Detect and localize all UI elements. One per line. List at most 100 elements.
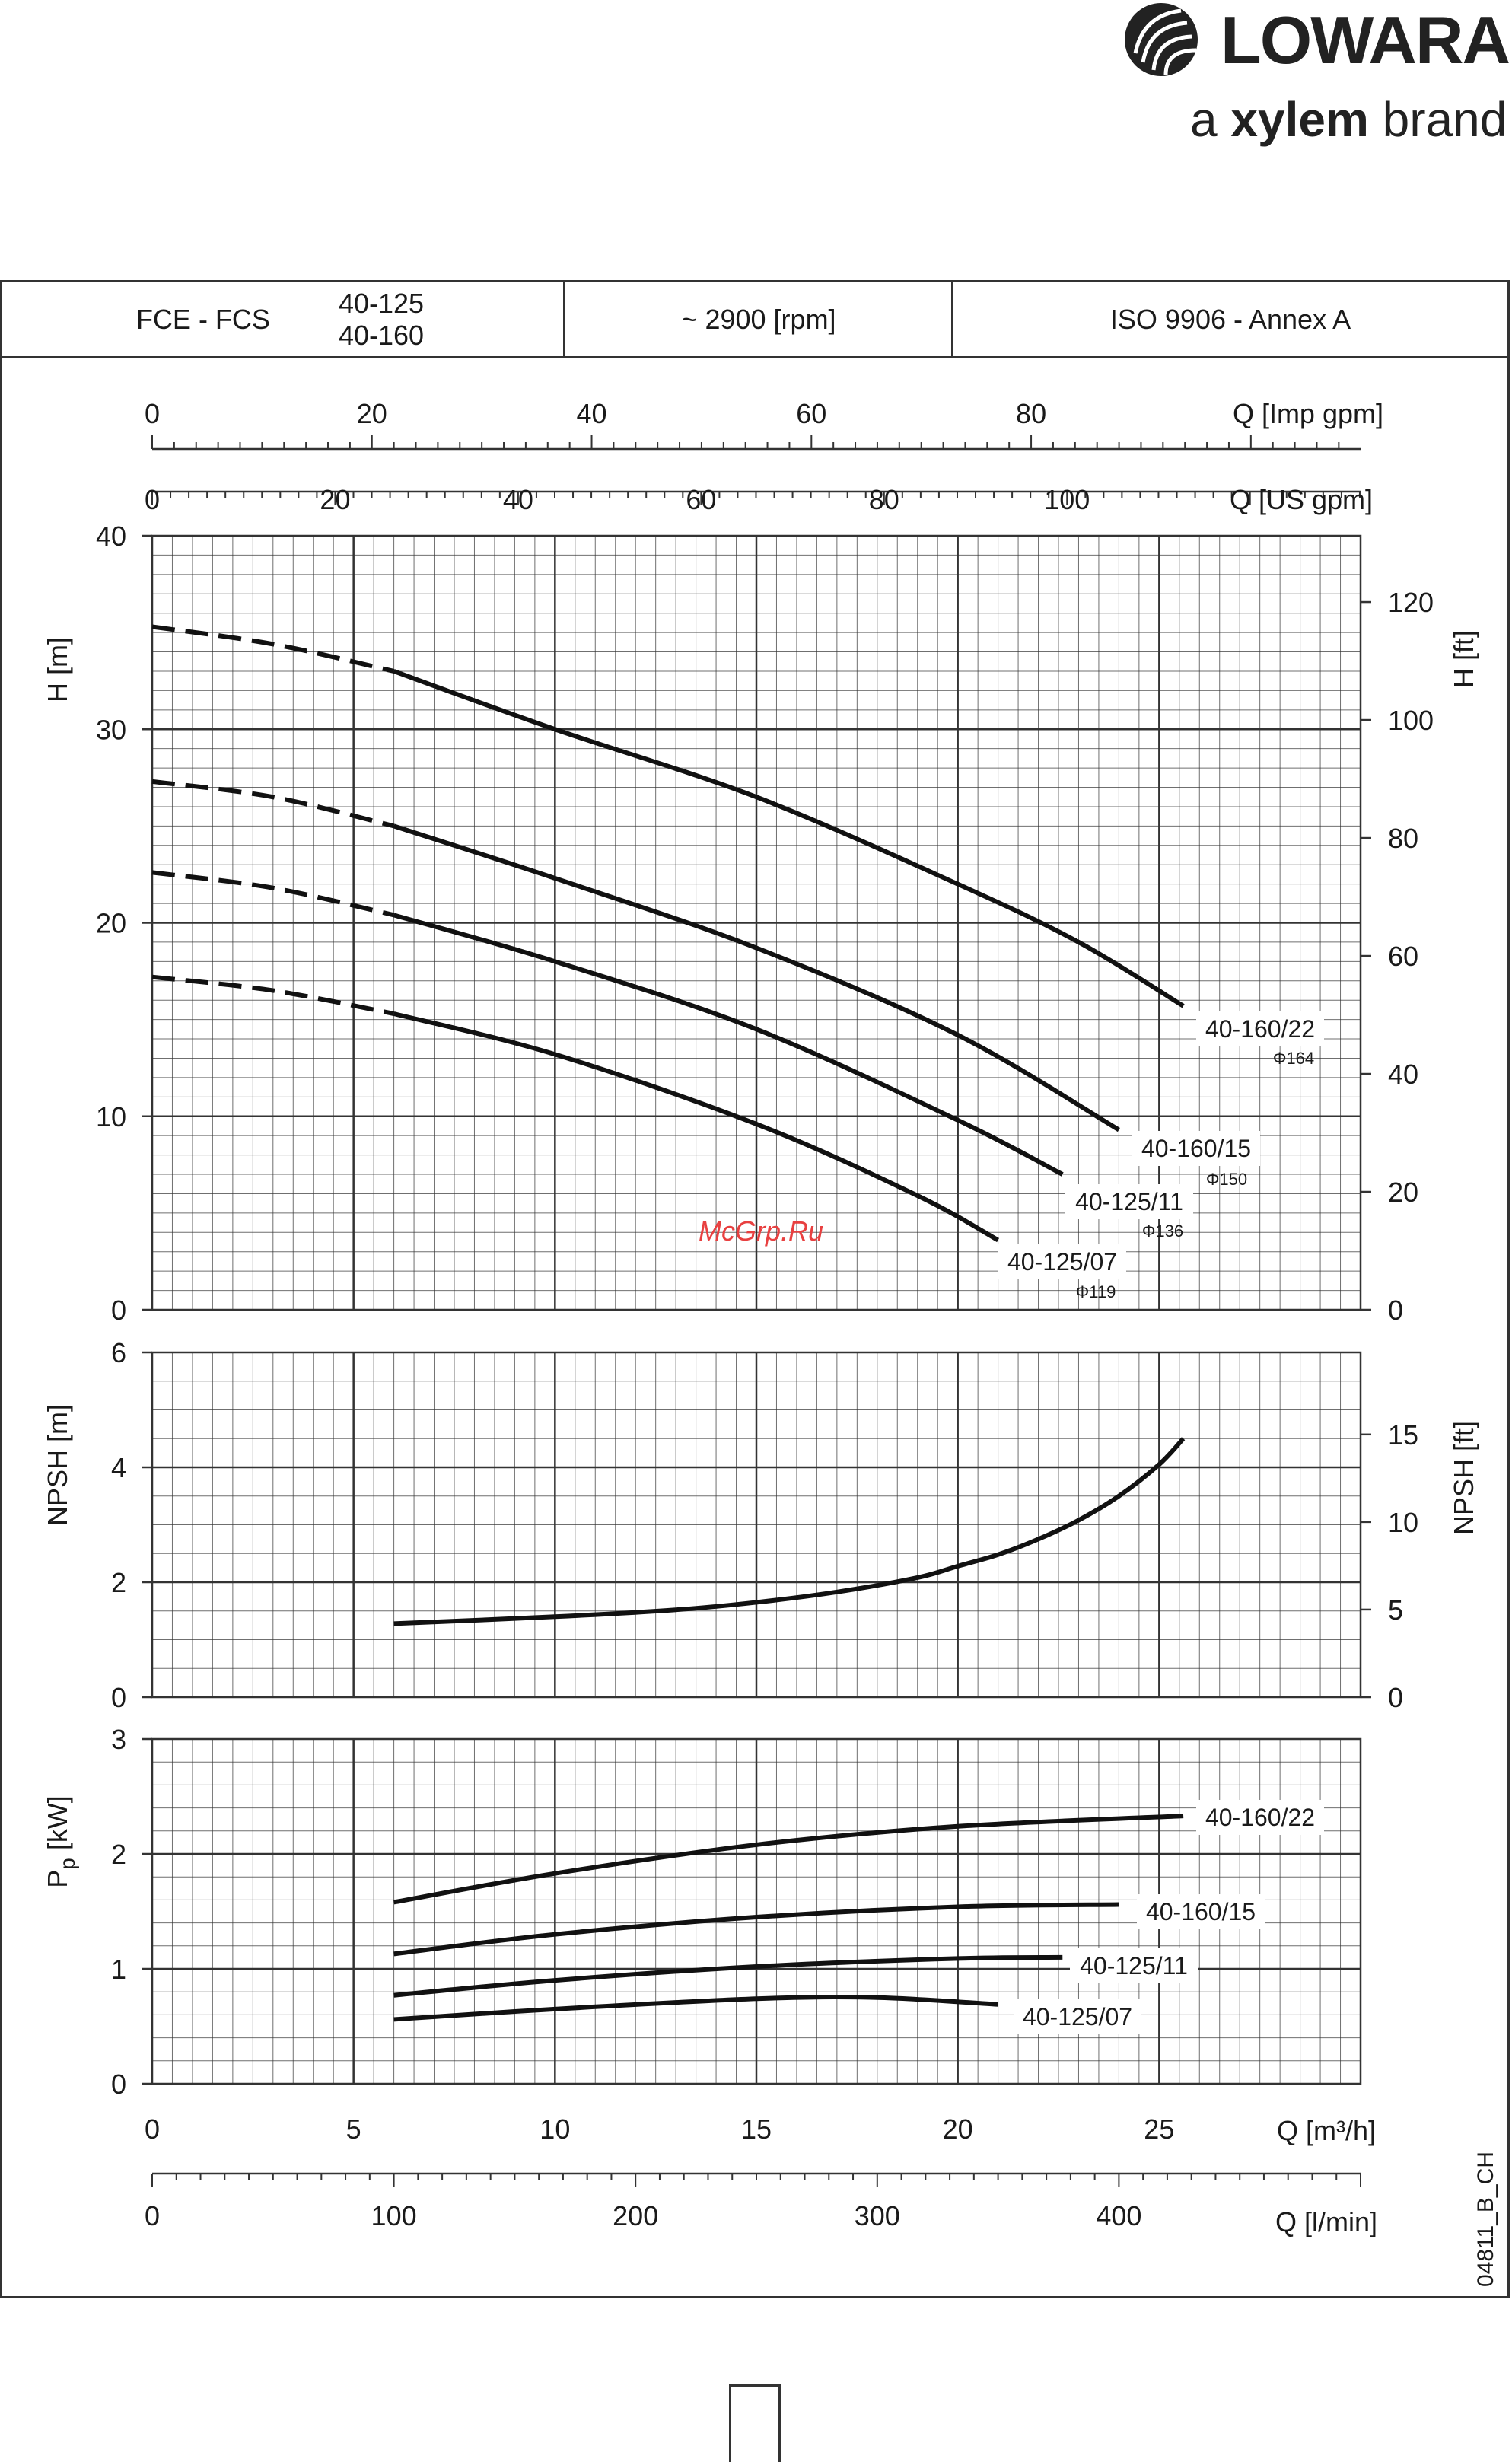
lmin-tick-label: 400 bbox=[1096, 2200, 1141, 2231]
curve-dashed-0 bbox=[151, 624, 395, 674]
head-curve-label-bg bbox=[1132, 1131, 1260, 1166]
y-axis-label-sub: p bbox=[56, 1858, 79, 1870]
head-curve-label-bg bbox=[1065, 1184, 1193, 1219]
curve-0 bbox=[393, 1437, 1186, 1626]
header-models: 40-125 40-160 bbox=[339, 288, 424, 352]
impeller-diameter-label: Φ136 bbox=[1142, 1221, 1183, 1241]
curve-3 bbox=[393, 1011, 1000, 1243]
y-axis-label-unit: [kW] bbox=[42, 1795, 73, 1858]
lmin-tick-label: 0 bbox=[145, 2200, 160, 2231]
us-gpm-tick-label: 100 bbox=[1044, 484, 1090, 515]
y-tick-label: 3 bbox=[111, 1724, 126, 1755]
us-gpm-tick-label: 80 bbox=[869, 484, 899, 515]
header-series: FCE - FCS bbox=[135, 303, 270, 335]
y-tick-label: 0 bbox=[111, 1682, 126, 1713]
tagline-prefix: a bbox=[1190, 92, 1218, 147]
y-right-tick-label: 10 bbox=[1388, 1507, 1418, 1538]
curve-3 bbox=[393, 1995, 998, 2022]
tagline-suffix: brand bbox=[1382, 92, 1507, 147]
lmin-axis-label: Q [l/min] bbox=[1275, 2206, 1377, 2237]
y-right-tick-label: 120 bbox=[1388, 587, 1434, 618]
x-tick-label: 5 bbox=[346, 2113, 361, 2145]
tagline-brand: xylem bbox=[1230, 92, 1369, 147]
y-axis-label: NPSH [m] bbox=[42, 1404, 73, 1526]
impeller-diameter-label: Φ150 bbox=[1206, 1170, 1247, 1189]
x-tick-label: 20 bbox=[943, 2113, 973, 2145]
imp-gpm-axis-label: Q [Imp gpm] bbox=[1233, 398, 1383, 429]
header-model: 40-125 bbox=[338, 287, 425, 319]
doc-code: 04811_B_CH bbox=[1473, 2151, 1498, 2287]
chart-panel-2 bbox=[142, 1351, 1371, 1699]
chart-panel-3 bbox=[142, 1737, 1362, 2085]
head-curve-label-bg bbox=[998, 1244, 1126, 1279]
header-series-cell: FCE - FCS 40-125 40-160 bbox=[2, 282, 558, 356]
page-tab bbox=[729, 2384, 781, 2462]
head-curve-label-bg bbox=[1196, 1011, 1324, 1046]
us-gpm-axis-label: Q [US gpm] bbox=[1230, 484, 1373, 515]
x-tick-label: 10 bbox=[540, 2113, 570, 2145]
curve-0 bbox=[393, 1814, 1184, 1905]
watermark: McGrp.Ru bbox=[699, 1215, 823, 1247]
x-tick-label: 15 bbox=[741, 2113, 772, 2145]
power-curve-label: 40-125/07 bbox=[1023, 2003, 1132, 2030]
y-tick-label: 2 bbox=[111, 1567, 126, 1598]
x-axis-label: Q [m³/h] bbox=[1277, 2115, 1376, 2146]
head-curve-label: 40-160/15 bbox=[1141, 1135, 1251, 1162]
y-right-tick-label: 0 bbox=[1388, 1295, 1403, 1326]
y-tick-label: 1 bbox=[111, 1954, 126, 1985]
y-axis-label-main: P bbox=[42, 1870, 73, 1888]
y-axis-label: H [m] bbox=[42, 637, 73, 702]
imp-gpm-tick-label: 80 bbox=[1016, 398, 1046, 429]
imp-gpm-tick-label: 0 bbox=[145, 398, 160, 429]
y-tick-label: 6 bbox=[111, 1337, 126, 1368]
header-speed: ~ 2900 [rpm] bbox=[681, 303, 836, 335]
datasheet-header: FCE - FCS 40-125 40-160 ~ 2900 [rpm] ISO… bbox=[2, 282, 1507, 358]
y-right-tick-label: 40 bbox=[1388, 1059, 1418, 1090]
y-tick-label: 20 bbox=[96, 908, 126, 939]
power-curve-label: 40-125/11 bbox=[1080, 1952, 1188, 1979]
lmin-tick-label: 200 bbox=[613, 2200, 658, 2231]
y-right-tick-label: 5 bbox=[1388, 1594, 1403, 1626]
power-curve-label-bg bbox=[1137, 1894, 1265, 1929]
power-curve-label-bg bbox=[1196, 1800, 1324, 1835]
y-right-tick-label: 100 bbox=[1388, 705, 1434, 736]
curve-1 bbox=[393, 1902, 1119, 1957]
impeller-diameter-label: Φ164 bbox=[1273, 1049, 1314, 1068]
impeller-diameter-label: Φ119 bbox=[1076, 1282, 1116, 1301]
power-curve-label-bg bbox=[1070, 1948, 1198, 1983]
head-curve-label: 40-125/11 bbox=[1075, 1188, 1183, 1215]
y-tick-label: 4 bbox=[111, 1452, 126, 1483]
curve-1 bbox=[393, 823, 1120, 1132]
imp-gpm-tick-label: 20 bbox=[357, 398, 387, 429]
imp-gpm-tick-label: 40 bbox=[577, 398, 607, 429]
datasheet-frame: FCE - FCS 40-125 40-160 ~ 2900 [rpm] ISO… bbox=[0, 280, 1510, 2298]
lmin-tick-label: 300 bbox=[855, 2200, 900, 2231]
y-tick-label: 10 bbox=[96, 1101, 126, 1132]
lowara-swirl-icon bbox=[1125, 3, 1198, 76]
y-right-axis-label: NPSH [ft] bbox=[1448, 1421, 1479, 1535]
y-tick-label: 0 bbox=[111, 2069, 126, 2100]
brand-logo: LOWARA a xylem brand bbox=[1111, 0, 1512, 160]
curve-dashed-2 bbox=[151, 870, 395, 918]
curve-2 bbox=[393, 1954, 1063, 1998]
power-curve-label: 40-160/15 bbox=[1146, 1898, 1256, 1925]
brand-tagline: a xylem brand bbox=[1190, 91, 1507, 148]
lmin-tick-label: 100 bbox=[371, 2200, 417, 2231]
y-tick-label: 30 bbox=[96, 714, 126, 745]
power-curve-label: 40-160/22 bbox=[1205, 1804, 1315, 1831]
curve-dashed-3 bbox=[151, 974, 395, 1016]
y-right-tick-label: 15 bbox=[1388, 1419, 1418, 1451]
y-axis-label: Pp [kW] bbox=[42, 1795, 79, 1888]
y-right-tick-label: 0 bbox=[1388, 1682, 1403, 1713]
header-divider bbox=[951, 282, 953, 356]
y-right-tick-label: 60 bbox=[1388, 941, 1418, 972]
head-curve-label: 40-125/07 bbox=[1007, 1248, 1117, 1276]
brand-wordmark: LOWARA bbox=[1221, 2, 1510, 78]
us-gpm-tick-label: 0 bbox=[145, 484, 160, 515]
us-gpm-tick-label: 20 bbox=[320, 484, 350, 515]
header-divider bbox=[563, 282, 565, 356]
head-curve-label: 40-160/22 bbox=[1205, 1015, 1315, 1043]
power-curve-label-bg bbox=[1014, 1999, 1141, 2034]
y-tick-label: 40 bbox=[96, 521, 126, 552]
